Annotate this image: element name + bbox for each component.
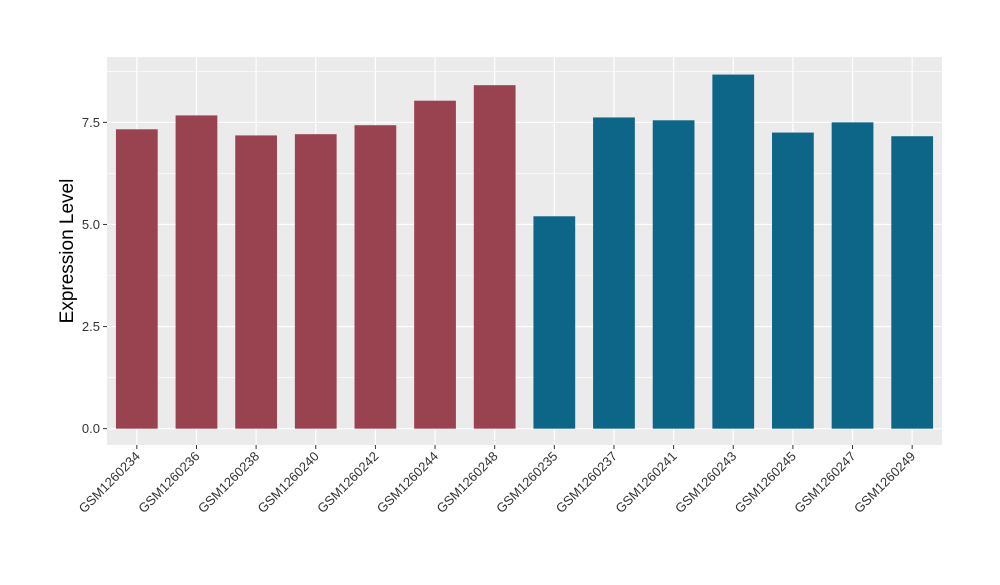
x-tick-label: GSM1260245: [732, 449, 799, 516]
x-tick-label: GSM1260240: [255, 449, 322, 516]
bar-GSM1260248: [473, 85, 516, 429]
plot-panel: [107, 57, 942, 445]
y-tick-label: 7.5: [82, 115, 100, 130]
x-tick-label: GSM1260235: [493, 449, 560, 516]
bar-GSM1260236: [175, 115, 218, 429]
bar-GSM1260244: [414, 100, 456, 429]
bar-GSM1260235: [533, 216, 576, 429]
y-axis: 0.0 2.5 5.0 7.5: [82, 115, 107, 436]
bar-GSM1260245: [772, 132, 814, 429]
x-tick-label: GSM1260238: [195, 449, 262, 516]
x-tick-label: GSM1260237: [553, 449, 620, 516]
x-tick-label: GSM1260247: [791, 449, 858, 516]
x-tick-label: GSM1260248: [433, 449, 500, 516]
bar-GSM1260242: [354, 125, 397, 429]
y-axis-label: Expression Level: [57, 179, 78, 324]
bar-GSM1260249: [891, 136, 934, 429]
x-tick-label: GSM1260244: [374, 449, 441, 516]
x-tick-label: GSM1260236: [135, 449, 202, 516]
bars: [115, 74, 934, 429]
bar-GSM1260241: [652, 120, 695, 429]
y-tick-label: 5.0: [82, 217, 100, 232]
x-tick-label: GSM1260242: [314, 449, 381, 516]
x-tick-label: GSM1260234: [76, 449, 143, 516]
bar-GSM1260247: [831, 122, 874, 429]
bar-GSM1260238: [235, 135, 277, 429]
bar-GSM1260234: [115, 129, 158, 429]
x-tick-label: GSM1260249: [851, 449, 918, 516]
bar-GSM1260237: [593, 117, 635, 429]
bar-GSM1260243: [712, 74, 755, 429]
x-tick-label: GSM1260243: [672, 449, 739, 516]
y-tick-label: 0.0: [82, 421, 100, 436]
y-tick-label: 2.5: [82, 319, 100, 334]
x-axis: GSM1260234GSM1260236GSM1260238GSM1260240…: [76, 445, 918, 516]
x-tick-label: GSM1260241: [612, 449, 679, 516]
bar-GSM1260240: [294, 134, 337, 429]
